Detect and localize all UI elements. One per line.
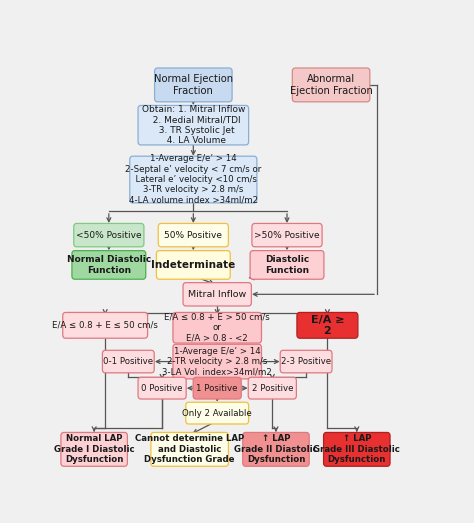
Text: E/A ≥
2: E/A ≥ 2: [310, 314, 344, 336]
Text: 50% Positive: 50% Positive: [164, 231, 222, 240]
Text: 2-3 Positive: 2-3 Positive: [281, 357, 331, 366]
FancyBboxPatch shape: [74, 223, 144, 247]
Text: 1-Average E/e’ > 14
2-Septal e’ velocity < 7 cm/s or
  Lateral e’ velocity <10 c: 1-Average E/e’ > 14 2-Septal e’ velocity…: [125, 154, 262, 205]
Text: Cannot determine LAP
and Diastolic
Dysfunction Grade: Cannot determine LAP and Diastolic Dysfu…: [135, 435, 244, 464]
Text: E/A ≤ 0.8 + E > 50 cm/s
or
E/A > 0.8 - <2: E/A ≤ 0.8 + E > 50 cm/s or E/A > 0.8 - <…: [164, 313, 270, 343]
FancyBboxPatch shape: [183, 282, 251, 306]
FancyBboxPatch shape: [138, 106, 249, 145]
Text: 0-1 Positive: 0-1 Positive: [103, 357, 154, 366]
Text: ↑ LAP
Grade II Diastolic
Dysfunction: ↑ LAP Grade II Diastolic Dysfunction: [234, 435, 318, 464]
FancyBboxPatch shape: [250, 251, 324, 279]
Text: >50% Positive: >50% Positive: [254, 231, 320, 240]
FancyBboxPatch shape: [61, 433, 128, 467]
FancyBboxPatch shape: [280, 350, 332, 373]
Text: 0 Positive: 0 Positive: [141, 384, 183, 393]
FancyBboxPatch shape: [193, 377, 241, 399]
FancyBboxPatch shape: [138, 377, 186, 399]
FancyBboxPatch shape: [292, 68, 370, 102]
Text: Normal Diastolic
Function: Normal Diastolic Function: [67, 255, 151, 275]
Text: Mitral Inflow: Mitral Inflow: [188, 290, 246, 299]
FancyBboxPatch shape: [156, 251, 230, 279]
FancyBboxPatch shape: [248, 377, 296, 399]
Text: Obtain: 1. Mitral Inflow
  2. Medial Mitral/TDI
  3. TR Systolic Jet
  4. LA Vol: Obtain: 1. Mitral Inflow 2. Medial Mitra…: [142, 105, 245, 145]
Text: <50% Positive: <50% Positive: [76, 231, 142, 240]
Text: Normal LAP
Grade I Diastolic
Dysfunction: Normal LAP Grade I Diastolic Dysfunction: [54, 435, 135, 464]
FancyBboxPatch shape: [324, 433, 390, 467]
Text: 1 Positive: 1 Positive: [196, 384, 238, 393]
Text: Indeterminate: Indeterminate: [151, 260, 236, 270]
FancyBboxPatch shape: [252, 223, 322, 247]
Text: Abnormal
Ejection Fraction: Abnormal Ejection Fraction: [290, 74, 373, 96]
Text: Only 2 Available: Only 2 Available: [182, 408, 252, 418]
FancyBboxPatch shape: [158, 223, 228, 247]
FancyBboxPatch shape: [63, 312, 147, 338]
FancyBboxPatch shape: [102, 350, 154, 373]
Text: 1-Average E/e’ > 14
2-TR velocity > 2.8 m/s
3-LA Vol. index>34ml/m2: 1-Average E/e’ > 14 2-TR velocity > 2.8 …: [162, 347, 272, 377]
Text: 2 Positive: 2 Positive: [252, 384, 293, 393]
FancyBboxPatch shape: [151, 433, 228, 467]
FancyBboxPatch shape: [155, 68, 232, 102]
Text: ↑ LAP
Grade III Diastolic
Dysfunction: ↑ LAP Grade III Diastolic Dysfunction: [313, 435, 400, 464]
FancyBboxPatch shape: [173, 344, 262, 379]
Text: Normal Ejection
Fraction: Normal Ejection Fraction: [154, 74, 233, 96]
FancyBboxPatch shape: [186, 402, 249, 424]
FancyBboxPatch shape: [243, 433, 309, 467]
FancyBboxPatch shape: [173, 312, 262, 343]
FancyBboxPatch shape: [72, 251, 146, 279]
Text: Diastolic
Function: Diastolic Function: [265, 255, 309, 275]
FancyBboxPatch shape: [130, 156, 257, 203]
Text: E/A ≤ 0.8 + E ≤ 50 cm/s: E/A ≤ 0.8 + E ≤ 50 cm/s: [52, 321, 158, 330]
FancyBboxPatch shape: [297, 312, 358, 338]
